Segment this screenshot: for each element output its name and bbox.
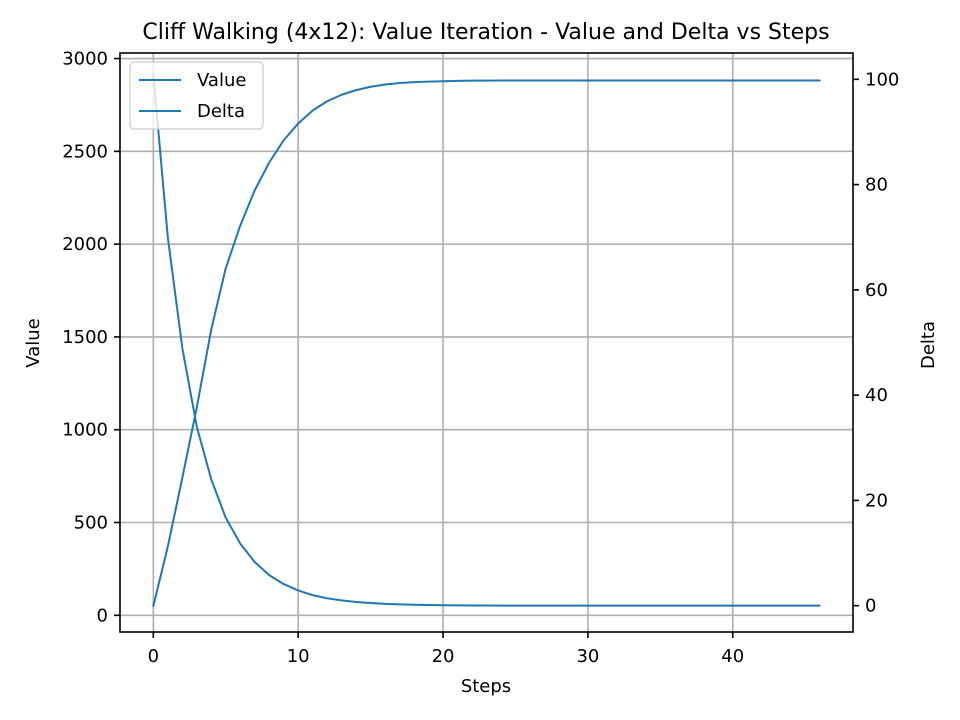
x-tick-label: 40 xyxy=(721,646,744,667)
y-tick-label-left: 500 xyxy=(74,513,108,534)
y-tick-label-right: 20 xyxy=(865,490,888,511)
x-tick-label: 30 xyxy=(576,646,599,667)
chart-title: Cliff Walking (4x12): Value Iteration - … xyxy=(142,20,829,45)
y-tick-label-left: 2000 xyxy=(62,234,108,255)
legend: Value Delta xyxy=(129,61,264,130)
x-tick-label: 10 xyxy=(287,646,310,667)
y-axis-label-left: Value xyxy=(23,318,44,367)
y-tick-label-right: 60 xyxy=(865,280,888,301)
plot-frame xyxy=(119,52,854,633)
y-axis-left: 0 500 1000 1500 2000 2500 3000 xyxy=(62,49,120,626)
series-lines xyxy=(152,73,821,608)
series-line-value xyxy=(152,79,821,608)
y-tick-label-right: 80 xyxy=(865,175,888,196)
x-tick-label: 20 xyxy=(432,646,455,667)
legend-label-delta: Delta xyxy=(197,101,245,122)
x-tick-label: 0 xyxy=(148,646,159,667)
y-axis-label-right: Delta xyxy=(918,321,939,369)
y-tick-label-left: 2500 xyxy=(62,141,108,162)
y-tick-label-right: 0 xyxy=(865,596,876,617)
y-tick-label-left: 0 xyxy=(97,605,108,626)
y-tick-label-left: 1000 xyxy=(62,420,108,441)
series-line-delta xyxy=(152,73,821,607)
y-axis-right: 0 20 40 60 80 100 xyxy=(853,69,899,617)
grid xyxy=(120,53,853,632)
x-axis-label: Steps xyxy=(461,676,511,697)
legend-box xyxy=(129,61,264,130)
y-tick-label-right: 100 xyxy=(865,69,899,90)
y-tick-label-left: 3000 xyxy=(62,49,108,70)
y-tick-label-left: 1500 xyxy=(62,327,108,348)
legend-label-value: Value xyxy=(197,70,246,91)
x-axis: 0 10 20 30 40 xyxy=(148,632,744,667)
y-tick-label-right: 40 xyxy=(865,385,888,406)
